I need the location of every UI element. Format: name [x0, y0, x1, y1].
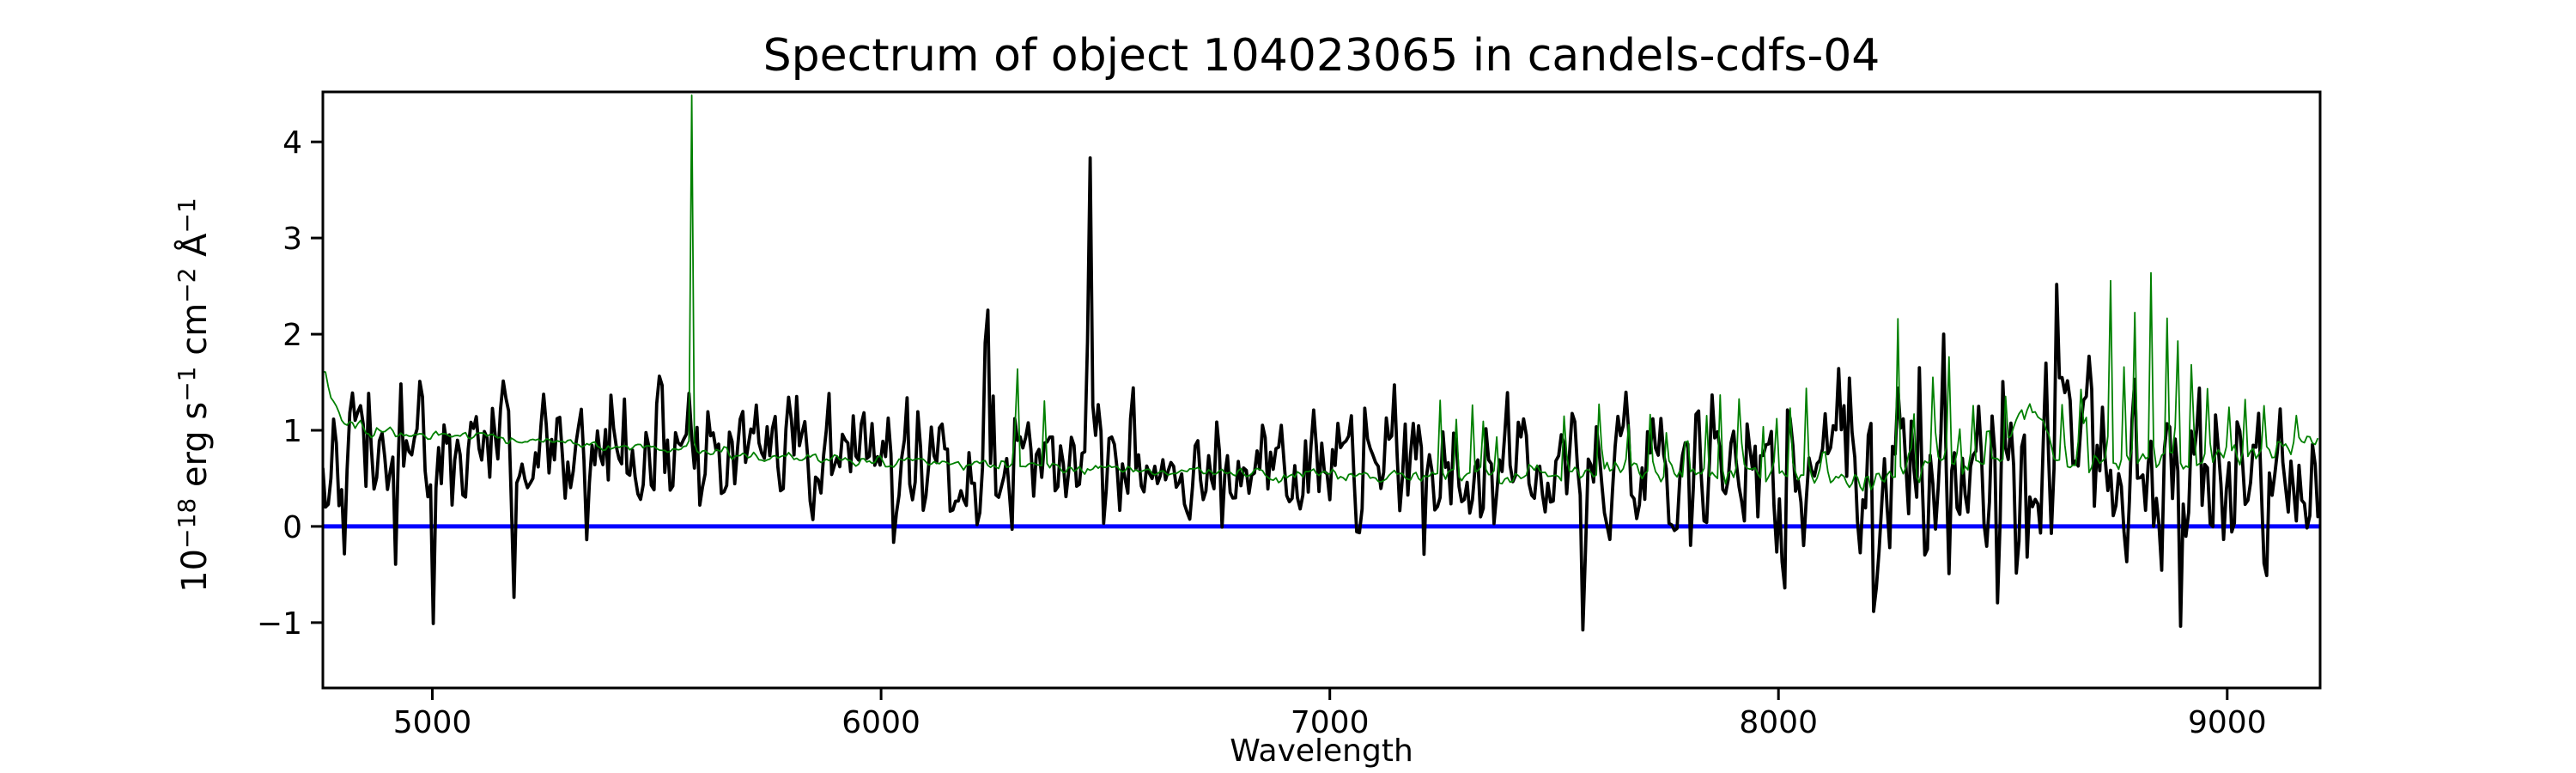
flux-line: [323, 155, 2320, 632]
data-series: [323, 94, 2320, 632]
x-tick-label: 8000: [1739, 705, 1818, 740]
y-axis-label: 10−18 erg s−1 cm−2 Å−1: [173, 198, 215, 593]
y-axis: −1 0 1 2 3 4: [257, 125, 323, 642]
x-tick-label: 6000: [841, 705, 920, 740]
y-tick-label: 0: [283, 510, 302, 545]
x-tick-label: 5000: [393, 705, 472, 740]
x-axis: 5000 6000 7000 8000 9000: [393, 688, 2267, 740]
x-tick-label: 9000: [2188, 705, 2267, 740]
y-tick-label: 3: [283, 222, 302, 257]
y-tick-label: 1: [283, 414, 302, 449]
plot-title: Spectrum of object 104023065 in candels-…: [763, 30, 1880, 82]
y-tick-label: 4: [283, 125, 302, 161]
plot-frame: [321, 90, 2322, 690]
y-tick-label: 2: [283, 318, 302, 353]
y-tick-label: −1: [257, 606, 302, 642]
error-line: [323, 94, 2319, 492]
x-axis-label: Wavelength: [1230, 733, 1413, 769]
x-tick-label: 7000: [1291, 705, 1370, 740]
